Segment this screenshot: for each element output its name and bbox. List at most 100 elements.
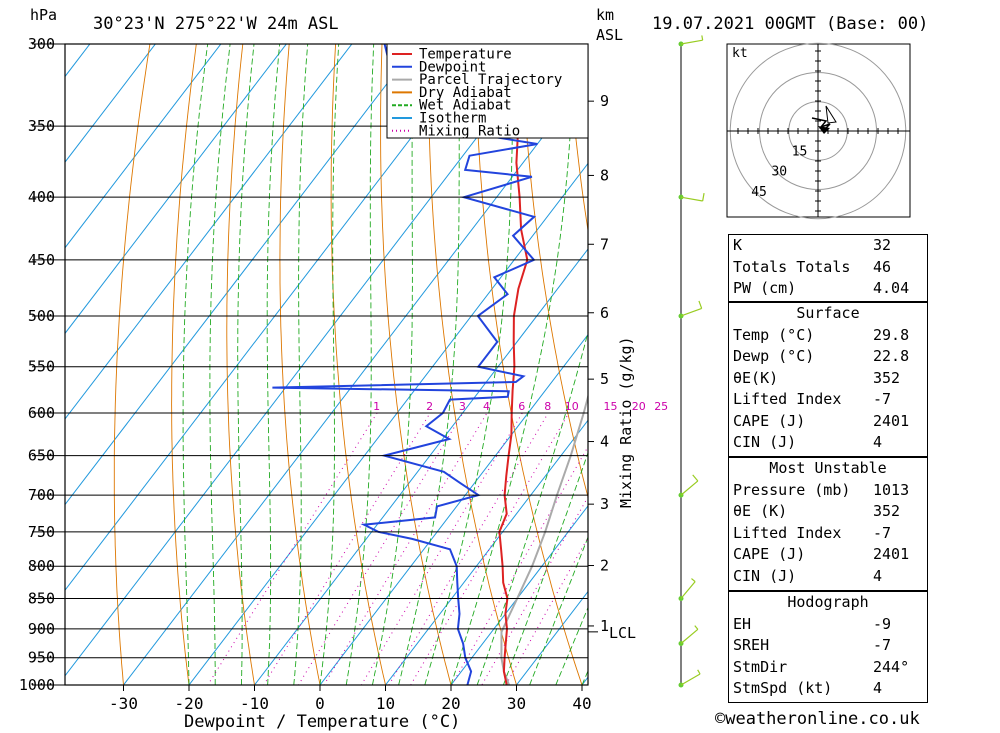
- surface-title: Surface: [796, 304, 860, 322]
- pressure-tick-label: 600: [28, 404, 55, 422]
- pressure-tick-label: 400: [28, 188, 55, 206]
- most-unstable-title: Most Unstable: [769, 459, 887, 477]
- wet-adiabat-line: [237, 44, 255, 685]
- wet-adiabat-line: [293, 44, 309, 685]
- pressure-tick-label: 500: [28, 307, 55, 325]
- dry-adiabat-line: [330, 44, 386, 685]
- pressure-tick-label: 850: [28, 589, 55, 607]
- isotherm-line: [65, 44, 222, 249]
- wind-barb: [680, 673, 701, 686]
- wind-barb: [680, 628, 699, 644]
- hodograph-stats-box: Hodograph EH -9 SREH -7 StmDir 244° StmSpd …: [728, 591, 928, 703]
- dry-adiabat-line: [567, 44, 588, 234]
- storm-motion-marker: [818, 126, 830, 134]
- x-tick-label: -10: [240, 694, 269, 713]
- wind-barb-flag: [697, 669, 701, 675]
- height-tick-label: 7: [600, 235, 609, 253]
- x-tick-label: 40: [572, 694, 591, 713]
- height-unit-label-asl: ASL: [596, 26, 623, 44]
- wind-barb: [680, 196, 703, 202]
- mixing-ratio-label: 10: [565, 400, 579, 413]
- x-tick-label: 30: [507, 694, 526, 713]
- mixing-ratio-label: 6: [518, 400, 525, 413]
- mixing-ratio-line: [505, 536, 588, 685]
- height-unit-label: km: [596, 6, 614, 24]
- isotherm-line: [65, 44, 91, 78]
- mixing-ratio-label: 3: [459, 400, 466, 413]
- hodo-row: StmSpd (kt) 4: [733, 679, 883, 697]
- height-tick-label: 9: [600, 92, 609, 110]
- wet-adiabat-line: [345, 44, 375, 685]
- wind-barb: [680, 39, 703, 45]
- isotherm-line: [65, 44, 287, 335]
- copyright-text: ©weatheronline.co.uk: [715, 709, 920, 729]
- isotherm-line: [450, 505, 588, 685]
- surface-row: CAPE (J) 2401: [733, 411, 910, 430]
- mixing-ratio-line: [388, 412, 549, 685]
- mixing-ratio-line: [263, 412, 431, 685]
- legend-label: Mixing Ratio: [419, 123, 520, 139]
- pressure-tick-label: 1000: [19, 676, 55, 694]
- wind-barb-flag: [691, 578, 696, 583]
- surface-row: Dewp (°C) 22.8: [733, 347, 910, 365]
- dewpoint-line: [272, 44, 538, 685]
- hodograph-unit-label: kt: [732, 46, 748, 61]
- height-tick-label: 4: [600, 433, 609, 451]
- surface-row: θE(K) 352: [733, 368, 901, 387]
- hodo-row: SREH -7: [733, 636, 892, 654]
- most-unstable-box: Most Unstable Pressure (mb) 1013 θE (K) 35…: [728, 457, 928, 591]
- hodograph-stats-title: Hodograph: [787, 593, 869, 611]
- hodo-row: EH -9: [733, 614, 892, 633]
- surface-row: Temp (°C) 29.8: [733, 325, 910, 344]
- wet-adiabat-line: [319, 44, 340, 685]
- height-tick-label: 8: [600, 166, 609, 184]
- wind-barb-flag: [701, 35, 704, 41]
- hodograph-ring-label: 30: [771, 165, 787, 180]
- pressure-tick-label: 300: [28, 35, 55, 53]
- wind-barb-flag: [692, 474, 699, 482]
- height-tick-label: 5: [600, 370, 609, 388]
- wet-adiabat-line: [182, 44, 209, 685]
- pressure-tick-label: 450: [28, 251, 55, 269]
- mixing-ratio-label: 8: [544, 400, 551, 413]
- x-tick-label: 20: [441, 694, 460, 713]
- mixing-ratio-line: [451, 445, 588, 685]
- pressure-tick-label: 800: [28, 557, 55, 575]
- height-tick-label: 2: [600, 557, 609, 575]
- legend-label: Parcel Trajectory: [419, 72, 562, 88]
- mu-row: CIN (J) 4: [733, 566, 883, 585]
- legend-label: Temperature: [419, 47, 512, 63]
- mu-row: CAPE (J) 2401: [733, 545, 910, 563]
- isotherm-line: [122, 76, 588, 685]
- location-title: 30°23'N 275°22'W 24m ASL: [93, 14, 339, 34]
- pressure-tick-label: 350: [28, 117, 55, 135]
- wet-adiabat-line: [371, 44, 415, 685]
- mixing-ratio-label: 2: [426, 400, 433, 413]
- pressure-tick-label: 900: [28, 620, 55, 638]
- x-tick-label: 0: [315, 694, 325, 713]
- wind-barb-flag: [694, 625, 699, 630]
- x-axis-title: Dewpoint / Temperature (°C): [184, 712, 460, 732]
- mixing-ratio-line: [297, 412, 464, 685]
- dry-adiabat-line: [916, 0, 1000, 711]
- mixing-ratio-line: [360, 412, 523, 685]
- storm-motion-marker: [825, 105, 837, 124]
- mixing-ratio-line: [323, 412, 488, 685]
- dry-adiabat-line: [279, 44, 321, 685]
- temperature-line: [498, 44, 529, 685]
- mu-row: Pressure (mb) 1013: [733, 480, 910, 499]
- pressure-unit-label: hPa: [30, 6, 57, 24]
- hodo-row: StmDir 244°: [733, 657, 910, 676]
- index-row-totals: Totals Totals 46: [733, 257, 892, 276]
- wet-adiabat-line: [502, 451, 588, 685]
- dry-adiabat-line: [226, 44, 255, 685]
- index-row-pw: PW (cm) 4.04: [733, 279, 910, 297]
- mixing-ratio-label: 25: [654, 400, 668, 413]
- x-tick-label: -30: [109, 694, 138, 713]
- mixing-ratio-label: 20: [632, 400, 646, 413]
- mixing-ratio-line: [410, 412, 570, 685]
- mu-row: θE (K) 352: [733, 502, 901, 520]
- wind-barb-flag: [702, 193, 705, 202]
